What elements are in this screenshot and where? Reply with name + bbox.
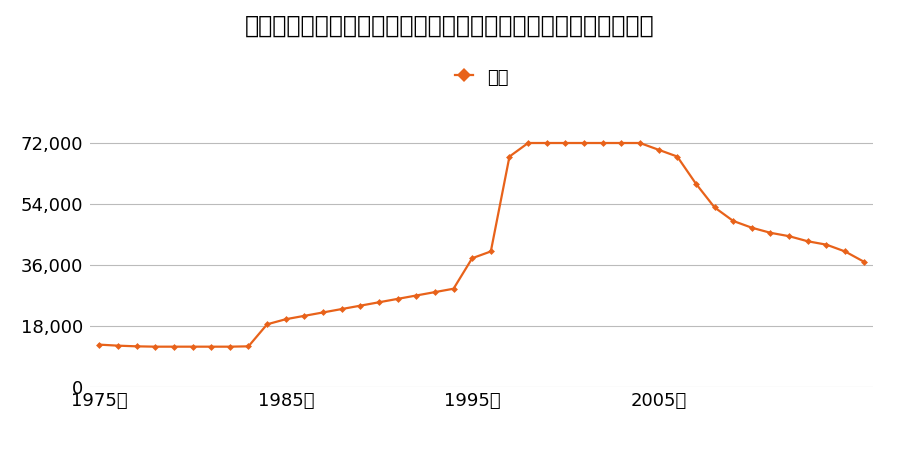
Line: 価格: 価格 <box>97 140 866 349</box>
価格 <box>634 140 645 146</box>
価格 <box>448 286 459 292</box>
価格 <box>579 140 590 146</box>
価格 <box>374 300 384 305</box>
価格 <box>523 140 534 146</box>
価格 <box>168 344 179 349</box>
価格 <box>784 234 795 239</box>
価格 <box>318 310 328 315</box>
Legend: 価格: 価格 <box>447 61 516 94</box>
価格 <box>746 225 757 230</box>
価格 <box>392 296 403 302</box>
Text: 福島県会津若松市町北町大字上荒久田字古屋敷８８番の地価推移: 福島県会津若松市町北町大字上荒久田字古屋敷８８番の地価推移 <box>245 14 655 37</box>
価格 <box>671 154 682 159</box>
価格 <box>840 249 850 254</box>
価格 <box>821 242 832 248</box>
価格 <box>112 343 123 348</box>
価格 <box>187 344 198 349</box>
価格 <box>690 181 701 186</box>
価格 <box>262 322 273 327</box>
価格 <box>243 344 254 349</box>
価格 <box>224 344 235 349</box>
価格 <box>560 140 571 146</box>
価格 <box>206 344 217 349</box>
価格 <box>598 140 608 146</box>
価格 <box>429 289 440 295</box>
価格 <box>467 256 478 261</box>
価格 <box>355 303 365 308</box>
価格 <box>281 316 292 322</box>
価格 <box>485 249 496 254</box>
価格 <box>410 293 421 298</box>
価格 <box>504 154 515 159</box>
価格 <box>803 238 814 244</box>
価格 <box>765 230 776 235</box>
価格 <box>94 342 104 347</box>
価格 <box>709 205 720 210</box>
価格 <box>728 218 739 224</box>
価格 <box>299 313 310 319</box>
価格 <box>542 140 553 146</box>
価格 <box>337 306 347 312</box>
価格 <box>131 344 142 349</box>
価格 <box>149 344 160 349</box>
価格 <box>616 140 626 146</box>
価格 <box>859 259 869 264</box>
価格 <box>653 147 664 153</box>
